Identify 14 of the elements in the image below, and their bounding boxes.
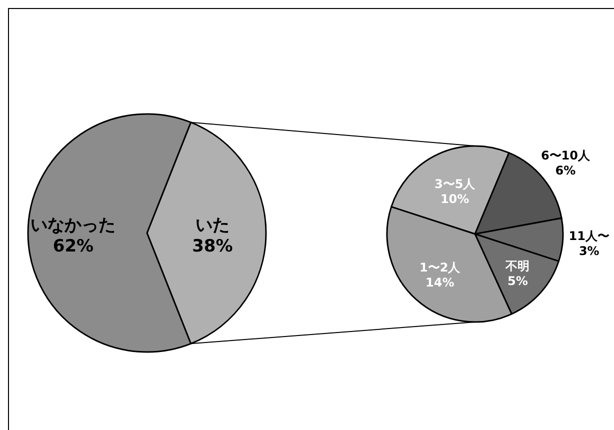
slice-label: いなかった [30, 215, 116, 236]
data-label: 38% [192, 236, 233, 257]
slice-label: いた [195, 215, 230, 236]
data-label: 62% [52, 236, 94, 257]
data-label: 14% [426, 276, 454, 290]
slice-label: 6〜10人 [540, 148, 591, 162]
slice-label: 11人〜 [568, 228, 610, 243]
slice-label: 3〜5人 [434, 177, 476, 192]
data-label: 6% [555, 163, 576, 178]
data-label: 10% [440, 192, 470, 206]
data-label: 3% [578, 244, 600, 258]
slice-label: 不明 [504, 259, 530, 274]
slice-label: 1〜2人 [420, 260, 462, 275]
data-label: 5% [508, 274, 528, 288]
